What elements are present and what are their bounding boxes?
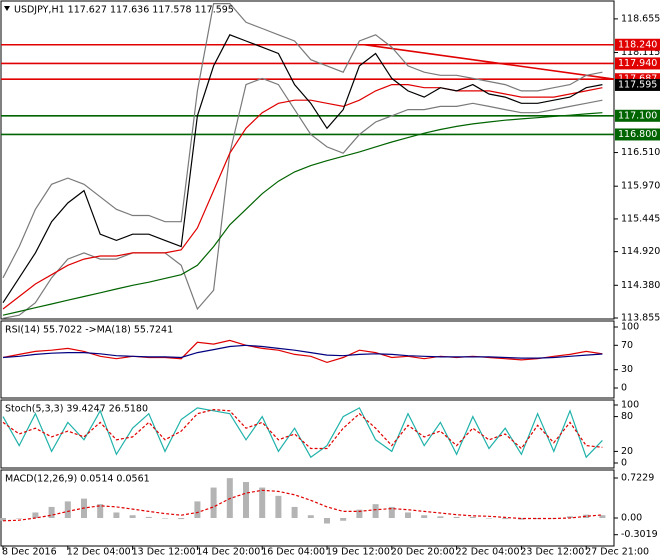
histogram-bar [48, 506, 55, 518]
histogram-bar [210, 487, 217, 518]
panel-title: MACD(12,26,9) 0.0514 0.0561 [5, 474, 150, 485]
histogram-bar [372, 504, 379, 518]
y-tick-label: 30 [621, 364, 633, 375]
y-tick-label: 100 [621, 400, 639, 411]
histogram-bar [145, 516, 152, 518]
histogram-bar [502, 517, 509, 520]
histogram-bar [178, 517, 185, 520]
panel-title: Stoch(5,3,3) 39.4247 26.5180 [5, 404, 148, 415]
histogram-bar [307, 515, 314, 518]
y-tick-label: 113.855 [621, 313, 660, 324]
histogram-bar [243, 482, 249, 518]
y-tick-label: 80 [621, 411, 633, 422]
panel-frame [0, 320, 615, 399]
histogram-bar [16, 517, 23, 519]
x-tick-label: 22 Dec 04:00 [456, 547, 520, 558]
x-tick-label: 19 Dec 12:00 [326, 547, 390, 558]
panel-title: USDJPY,H1 117.627 117.636 117.578 117.59… [14, 5, 234, 16]
y-tick-label: 118.115 [621, 47, 660, 58]
panel-frame [0, 469, 615, 547]
level-label-box [615, 57, 660, 70]
histogram-bar [113, 512, 120, 518]
y-tick-label: 20 [621, 446, 633, 457]
histogram-bar [259, 487, 266, 518]
x-tick-label: 27 Dec 21:00 [585, 547, 649, 558]
level-label-box [615, 128, 660, 141]
histogram-bar [0, 517, 6, 521]
y-tick-label: 116.510 [621, 147, 660, 158]
level-label-box [615, 109, 660, 122]
series-line [2, 339, 603, 364]
y-tick-label: 70 [621, 340, 633, 351]
y-tick-label: 0 [621, 383, 627, 394]
histogram-bar [518, 517, 525, 520]
level-label-box [615, 38, 660, 51]
y-tick-label: 118.655 [621, 13, 660, 24]
histogram-bar [534, 517, 541, 520]
y-tick-label: 115.970 [621, 181, 660, 192]
last-price-label: 117.595 [618, 79, 657, 90]
histogram-bar [567, 516, 573, 518]
histogram-bar [194, 501, 201, 518]
y-tick-label: 115.445 [621, 213, 660, 224]
series-line [2, 84, 603, 310]
histogram-bar [324, 517, 330, 524]
level-label: 116.800 [618, 129, 657, 140]
y-tick-label: 0 [621, 458, 627, 469]
y-tick-label: 0.7229 [621, 473, 654, 484]
histogram-bar [356, 509, 363, 518]
histogram-bar [421, 515, 428, 518]
histogram-bar [583, 514, 590, 518]
level-label: 118.240 [618, 39, 657, 50]
histogram-bar [97, 504, 104, 518]
last-price-box [615, 78, 660, 91]
y-tick-label: 100 [621, 322, 639, 333]
series-line [2, 489, 603, 522]
x-tick-label: 23 Dec 12:00 [520, 547, 584, 558]
series-line [2, 407, 603, 459]
y-tick-label: 114.920 [621, 246, 660, 257]
series-line [2, 112, 603, 316]
histogram-bar [275, 495, 282, 518]
histogram-bar [32, 512, 39, 518]
x-tick-label: 14 Dec 20:00 [196, 547, 260, 558]
histogram-bar [486, 517, 492, 519]
y-tick-label: -0.3019 [621, 529, 658, 540]
histogram-bar [469, 516, 476, 518]
x-tick-label: 16 Dec 04:00 [261, 547, 325, 558]
x-tick-label: 12 Dec 04:00 [67, 547, 131, 558]
histogram-bar [291, 506, 298, 518]
series-line [2, 344, 603, 359]
y-tick-label: 114.380 [621, 280, 660, 291]
histogram-bar [405, 512, 411, 518]
level-label: 117.100 [618, 110, 657, 121]
menu-arrow [4, 6, 10, 11]
histogram-bar [437, 516, 444, 518]
trendline [364, 43, 614, 80]
panel-frame [0, 399, 615, 469]
panel-frame [0, 0, 615, 320]
histogram-bar [64, 501, 71, 518]
histogram-bar [340, 517, 347, 521]
y-tick-label: 0.00 [621, 512, 642, 523]
x-tick-label: 8 Dec 2016 [2, 547, 57, 558]
x-tick-label: 13 Dec 12:00 [132, 547, 196, 558]
histogram-bar [129, 515, 136, 518]
level-label: 117.940 [618, 58, 657, 69]
series-line [2, 34, 603, 304]
histogram-bar [453, 516, 460, 518]
panel-title: RSI(14) 55.7022 ->MA(18) 55.7241 [5, 325, 173, 336]
histogram-bar [599, 515, 606, 518]
x-tick-label: 20 Dec 20:00 [391, 547, 455, 558]
histogram-bar [162, 517, 168, 519]
series-line [2, 408, 603, 450]
series-line [2, 77, 603, 319]
series-line [2, 3, 603, 279]
histogram-bar [388, 506, 395, 518]
